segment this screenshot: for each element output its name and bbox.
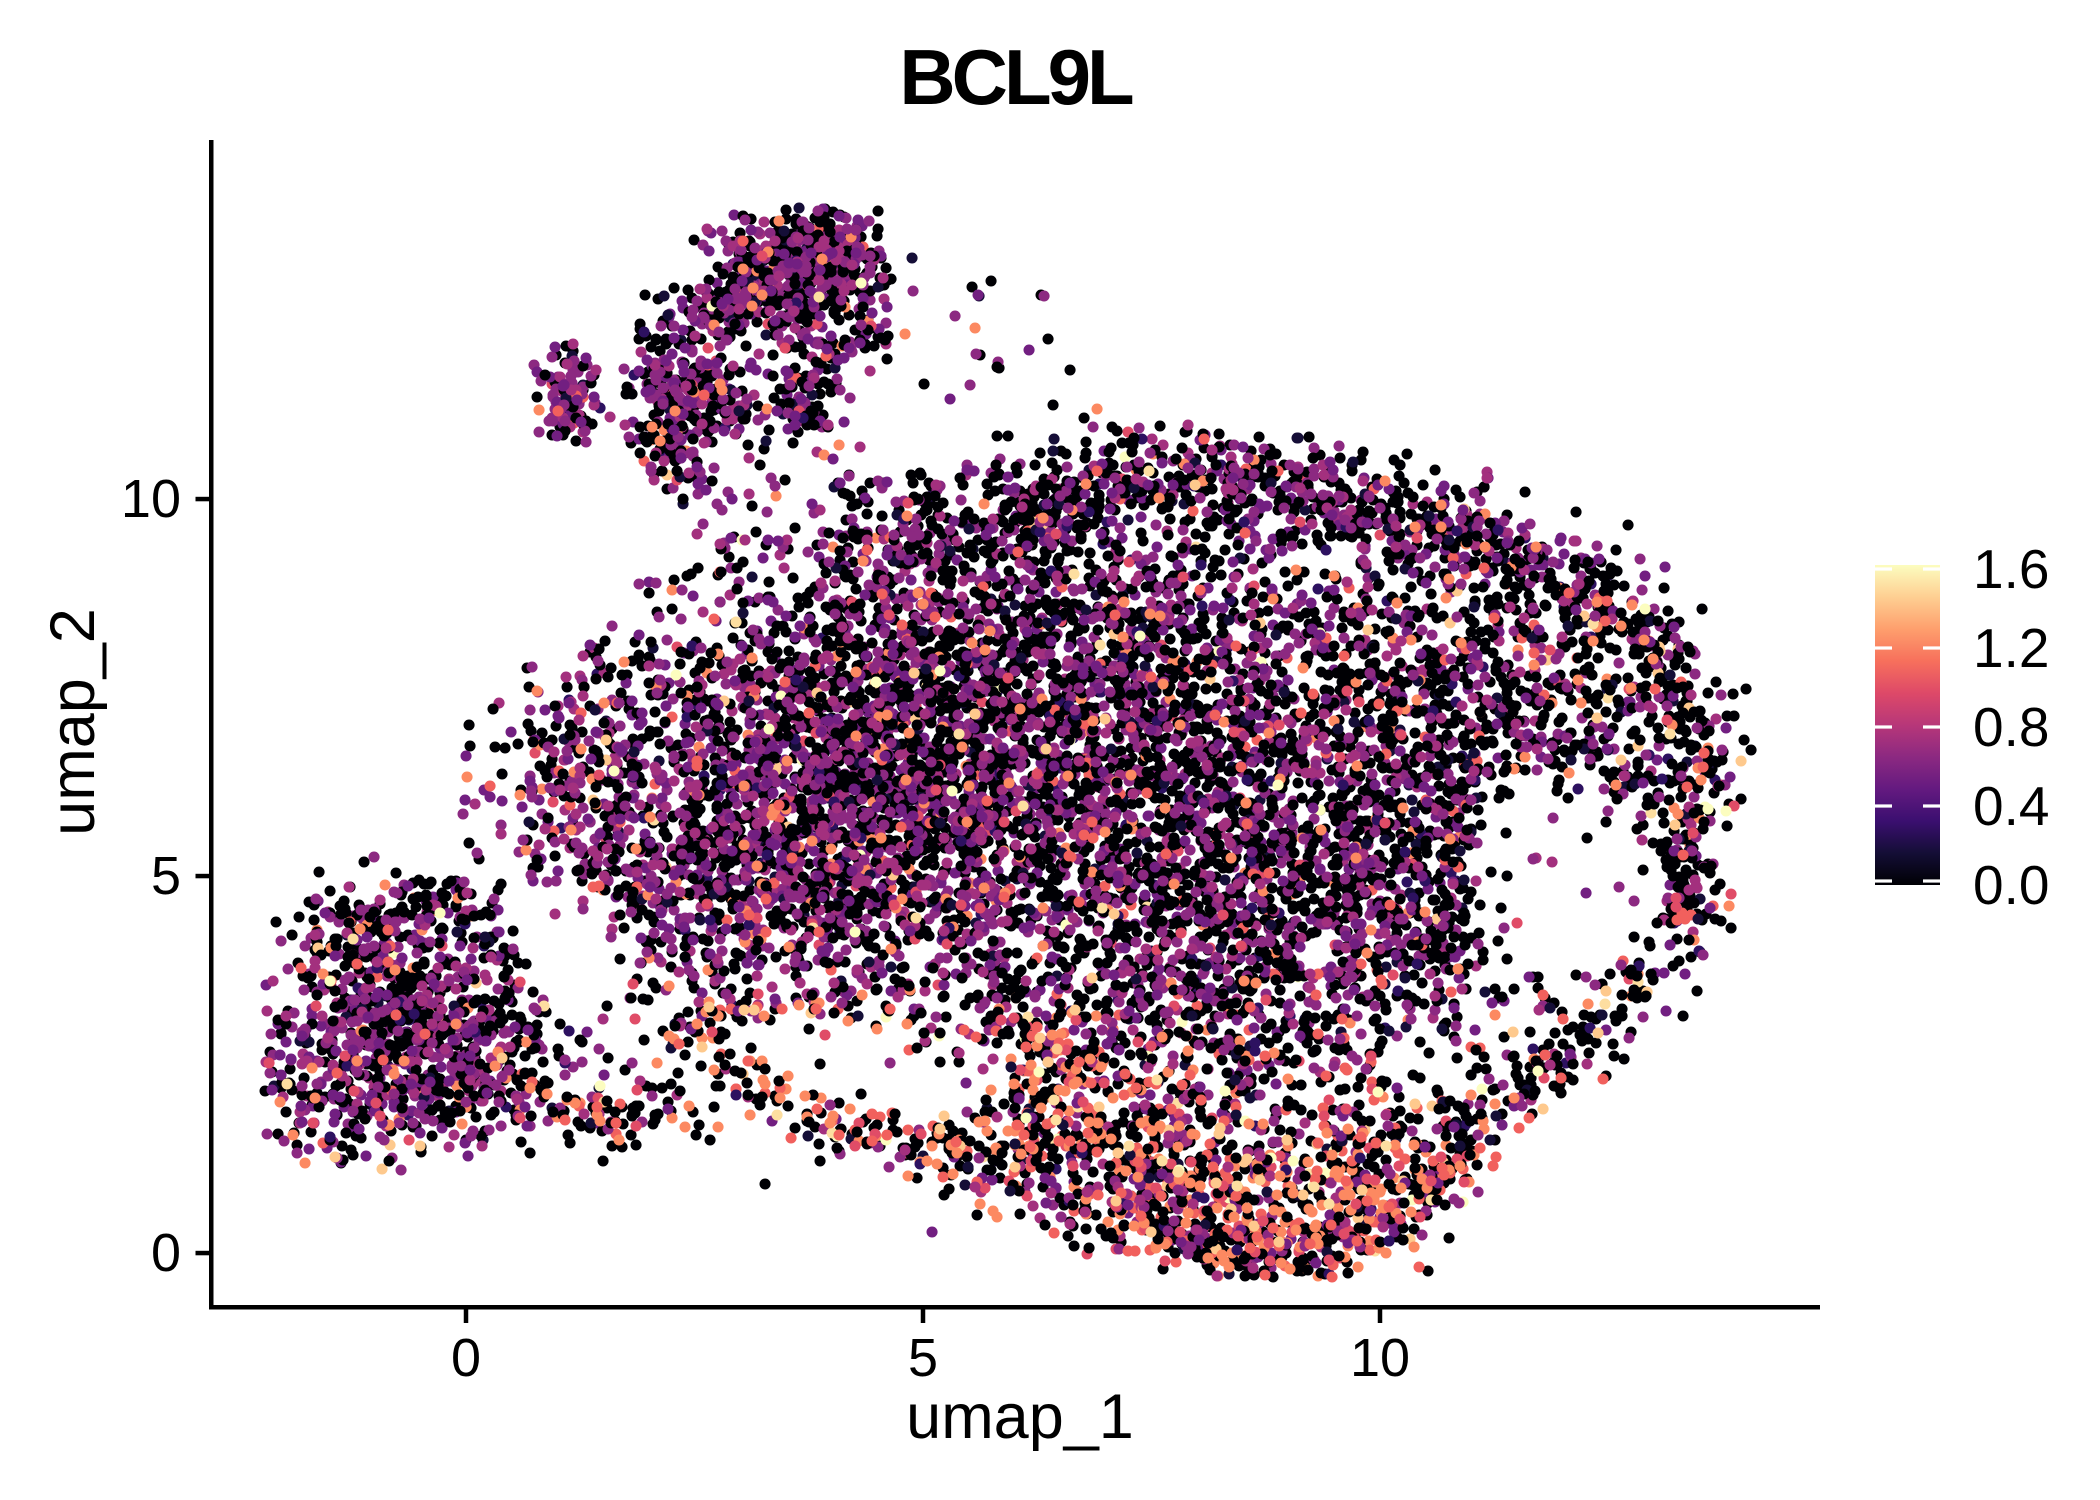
svg-text:1.6: 1.6 (1973, 538, 2049, 600)
svg-text:5: 5 (151, 846, 181, 906)
svg-text:1.2: 1.2 (1973, 617, 2049, 679)
svg-text:0.8: 0.8 (1973, 696, 2049, 758)
svg-text:0: 0 (451, 1328, 481, 1388)
svg-text:0.4: 0.4 (1973, 775, 2049, 837)
svg-text:5: 5 (908, 1328, 938, 1388)
svg-text:umap_1: umap_1 (906, 1382, 1134, 1452)
svg-text:0: 0 (151, 1223, 181, 1283)
svg-text:BCL9L: BCL9L (899, 33, 1133, 121)
svg-text:umap_2: umap_2 (38, 608, 108, 836)
svg-text:10: 10 (1350, 1328, 1410, 1388)
svg-text:0.0: 0.0 (1973, 854, 2049, 916)
svg-text:10: 10 (121, 469, 181, 529)
